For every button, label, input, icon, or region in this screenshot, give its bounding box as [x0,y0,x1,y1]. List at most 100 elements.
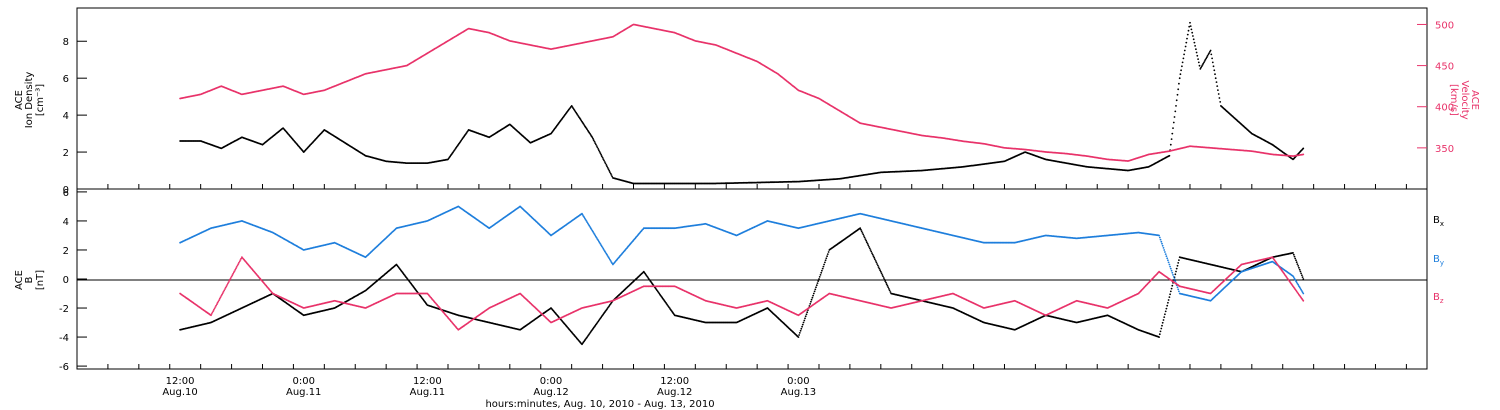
data-point [1195,51,1198,54]
data-point [1158,336,1160,338]
data-point [1298,266,1300,269]
data-point [812,294,814,297]
series-by [179,205,1305,302]
data-point [798,332,801,334]
data-point [883,278,886,281]
data-point [1175,99,1178,102]
data-point [804,315,807,318]
data-point [821,269,823,272]
data-point [1172,121,1175,124]
series-ion-density [179,21,1305,185]
data-point [609,172,612,175]
data-point [1191,31,1194,34]
data-point [1192,35,1194,37]
data-point [826,255,828,258]
data-point [863,236,866,239]
data-point [860,230,863,233]
data-point [1212,65,1215,68]
data-point [879,270,882,273]
data-point [1195,48,1197,51]
data-point [1196,54,1199,57]
data-point [1161,324,1163,327]
data-point [820,271,823,274]
data-point [1178,77,1181,80]
data-point [1174,110,1177,113]
data-point [1167,301,1169,304]
data-point [810,300,812,303]
data-point [605,164,608,166]
data-point [1186,37,1188,40]
data-point [823,263,825,266]
data-point [608,169,611,172]
data-point [1298,268,1301,271]
data-point [1181,61,1184,64]
data-point [824,259,827,262]
data-point [1216,85,1219,87]
data-point [1197,61,1200,64]
data-point [1168,296,1171,298]
data-point [595,145,598,147]
data-point [1185,41,1188,44]
data-point [1189,21,1191,24]
axis-ticks [76,23,1427,369]
series-bx [179,227,1305,346]
data-point [1177,88,1180,91]
data-point [1193,41,1196,44]
data-point [1178,82,1180,85]
data-point [868,247,871,250]
data-point [887,286,890,289]
series-layer [179,21,1305,346]
data-point [1181,65,1183,68]
data-point [1211,61,1214,64]
data-point [1178,259,1180,261]
data-point [815,286,817,289]
data-point [817,280,820,282]
data-point [810,298,813,301]
data-point [1174,273,1177,276]
data-point [1194,45,1196,47]
data-point [1166,304,1169,307]
data-point [1218,97,1221,99]
data-point [1198,64,1201,67]
data-point [1301,276,1304,278]
data-point [1214,73,1216,76]
data-point [1171,284,1174,287]
data-point [1211,57,1213,60]
data-point [1295,259,1297,262]
data-point [600,155,603,158]
data-point [606,166,609,169]
data-point [819,274,822,276]
top-panel-frame [76,7,1428,190]
data-point [1183,53,1185,56]
data-point [827,251,830,253]
data-point [1160,327,1163,330]
data-point [1299,270,1302,273]
data-point [824,261,826,264]
data-point [1189,25,1192,27]
data-point [825,257,828,260]
data-point [877,264,879,267]
data-point [591,136,594,139]
data-point [802,321,805,324]
data-point [860,228,862,231]
data-point [1294,257,1297,260]
data-point [865,239,867,242]
data-point [1177,262,1180,264]
data-point [801,325,803,328]
data-point [1175,270,1177,273]
data-point [604,162,607,165]
data-point [1295,261,1298,264]
data-point [798,334,800,336]
data-point [803,319,806,322]
data-point [805,313,808,316]
data-point [598,149,600,152]
data-point [812,292,815,295]
data-point [1183,49,1186,52]
data-point [596,146,599,149]
data-point [1172,127,1174,129]
data-point [888,289,891,292]
data-point [1302,147,1305,150]
data-point [1214,77,1217,80]
data-point [862,233,865,236]
data-point [886,284,889,287]
